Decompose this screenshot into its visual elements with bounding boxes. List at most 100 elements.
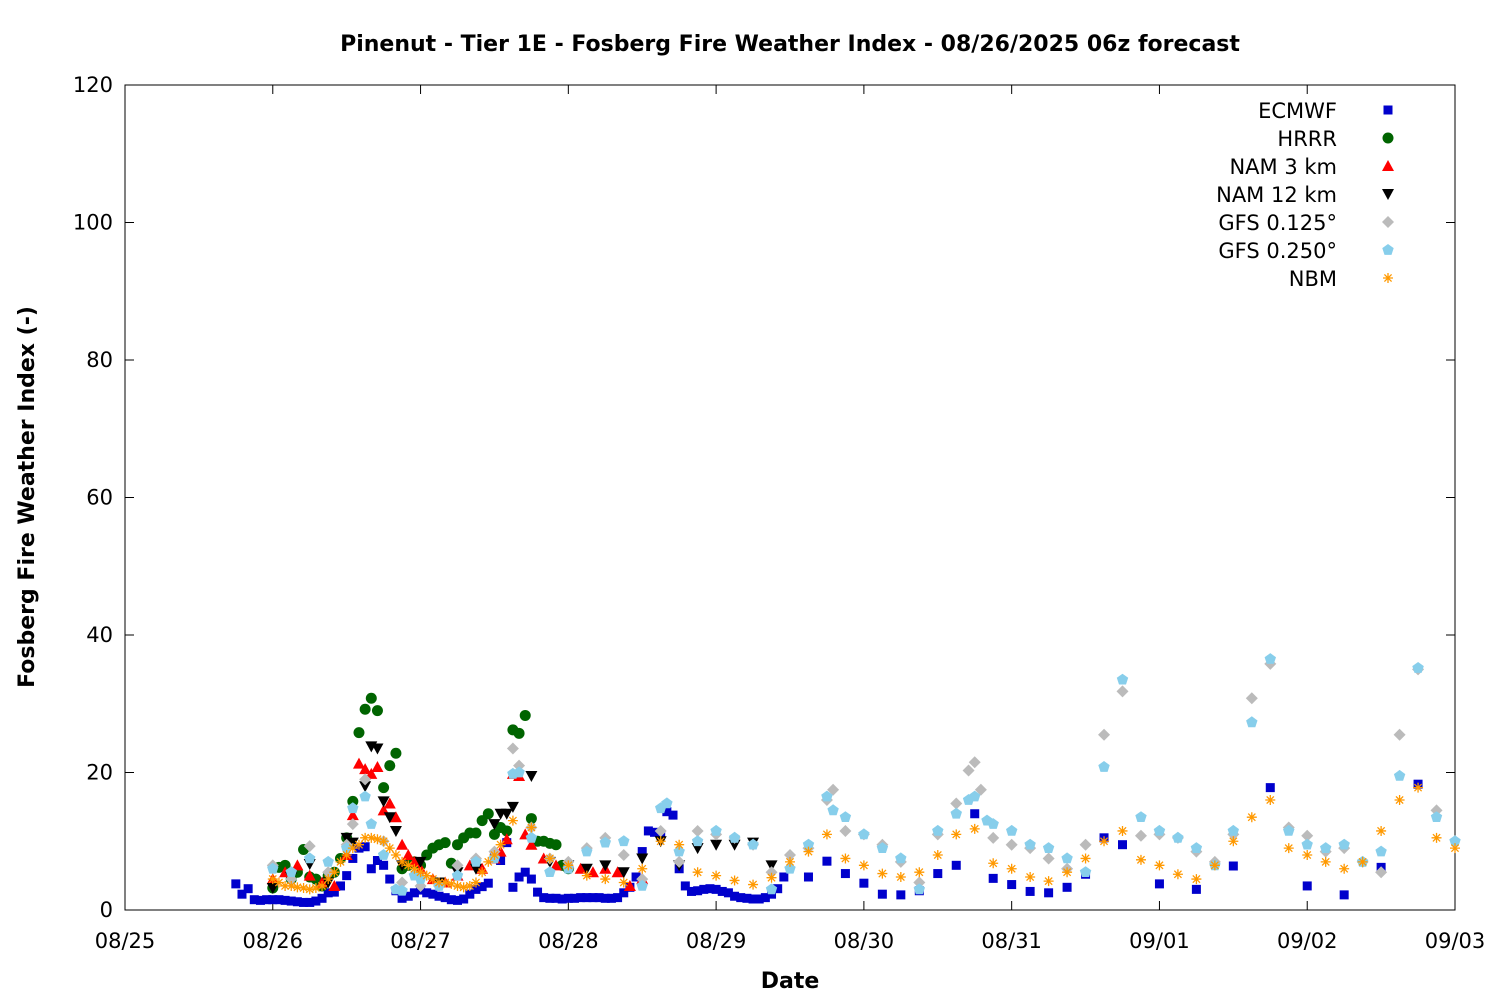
data-point [618, 877, 629, 888]
data-point [637, 863, 648, 874]
data-point [304, 852, 316, 864]
data-point [267, 874, 278, 885]
data-point [273, 877, 284, 888]
chart-title: Pinenut - Tier 1E - Fosberg Fire Weather… [340, 32, 1240, 57]
series-nbm [267, 782, 1460, 895]
data-point [802, 838, 815, 850]
data-point [280, 880, 291, 891]
data-point [1320, 842, 1332, 853]
data-point [588, 893, 598, 903]
data-point [508, 882, 518, 892]
y-axis: 0 20 40 60 80 100 120 [73, 73, 1455, 922]
data-point [514, 872, 524, 882]
data-point [513, 759, 526, 772]
data-point [730, 891, 740, 901]
data-point [482, 808, 494, 820]
data-point [359, 781, 372, 793]
legend-marker [1382, 160, 1394, 171]
x-tick-label: 09/03 [1425, 929, 1486, 953]
data-point [1430, 804, 1443, 817]
data-point [576, 893, 586, 903]
data-point [477, 882, 487, 892]
y-tick-label: 40 [86, 623, 113, 647]
data-point [691, 835, 704, 847]
data-point [446, 895, 456, 905]
data-point [674, 839, 685, 850]
data-point [507, 815, 518, 826]
data-point [231, 879, 241, 889]
data-point [1376, 825, 1387, 836]
data-point [655, 836, 666, 847]
data-point [243, 884, 253, 894]
data-point [933, 869, 943, 879]
data-point [371, 743, 384, 755]
legend-label: GFS 0.250° [1218, 239, 1337, 263]
data-point [987, 831, 1000, 844]
data-point [876, 842, 889, 853]
x-tick-label: 08/30 [834, 929, 895, 953]
data-point [310, 883, 321, 893]
x-tick-label: 08/26 [243, 929, 304, 953]
legend-label: HRRR [1277, 127, 1337, 151]
data-point [1098, 761, 1110, 772]
legend-marker [1383, 273, 1393, 283]
legend-label: NAM 3 km [1229, 155, 1337, 179]
data-point [353, 727, 365, 739]
legend-marker [1382, 244, 1394, 255]
data-point [470, 877, 481, 888]
data-point [1099, 836, 1110, 847]
x-tick-label: 08/29 [686, 929, 747, 953]
data-point [691, 824, 704, 837]
data-point [390, 747, 402, 759]
data-point [969, 790, 981, 802]
data-point [599, 860, 612, 872]
data-point [1301, 838, 1313, 850]
data-point [1339, 890, 1349, 900]
data-point [525, 831, 538, 843]
data-point [346, 809, 359, 821]
data-point [877, 889, 887, 899]
data-point [1283, 843, 1294, 854]
data-point [1116, 673, 1129, 685]
data-point [1190, 842, 1203, 853]
legend-label: NAM 12 km [1216, 183, 1337, 207]
data-point [267, 862, 279, 874]
data-point [402, 849, 415, 860]
data-point [1118, 840, 1127, 850]
data-point [465, 889, 475, 899]
data-point [396, 884, 408, 896]
data-point [451, 869, 464, 881]
legend-marker [1383, 105, 1393, 115]
y-tick-label: 100 [73, 211, 113, 235]
data-point [914, 867, 925, 878]
data-point [346, 818, 359, 831]
data-point [377, 796, 390, 808]
data-point [506, 742, 519, 755]
data-point [291, 859, 304, 871]
data-point [600, 893, 610, 903]
data-point [496, 856, 506, 865]
data-point [397, 856, 408, 867]
data-point [323, 874, 334, 885]
data-point [1209, 860, 1220, 871]
data-point [705, 884, 715, 894]
data-point [970, 809, 980, 819]
data-point [637, 847, 647, 857]
data-point [1431, 832, 1442, 843]
data-point [403, 860, 414, 871]
data-point [710, 824, 722, 836]
data-point [1005, 838, 1018, 851]
data-point [280, 895, 290, 905]
data-point [711, 870, 722, 881]
data-point [1006, 824, 1018, 836]
data-point [803, 846, 814, 857]
data-point [501, 825, 513, 837]
data-point [525, 813, 537, 825]
data-point [371, 705, 383, 717]
data-point [328, 879, 341, 891]
data-point [1264, 653, 1276, 664]
data-point [268, 895, 278, 905]
data-point [347, 843, 358, 854]
data-point [1079, 866, 1092, 877]
